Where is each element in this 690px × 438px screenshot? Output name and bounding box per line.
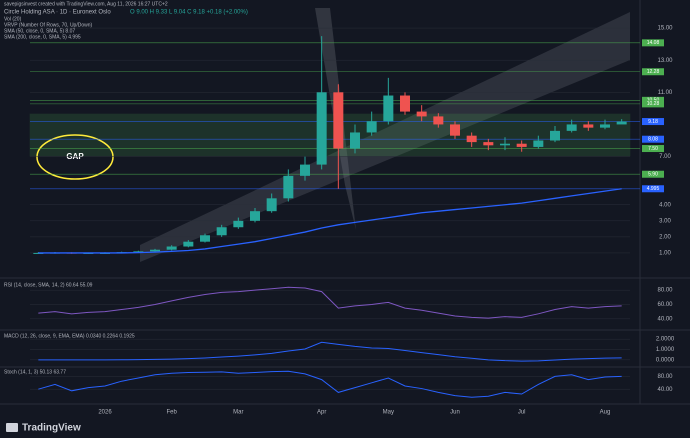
- candle-body: [350, 132, 360, 149]
- level-label: 8.08: [648, 137, 658, 143]
- channel: [140, 12, 630, 262]
- y-tick-label: 80.00: [657, 374, 673, 380]
- candle-body: [400, 95, 410, 112]
- y-tick-label: 60.00: [657, 302, 673, 308]
- level-label: 14.08: [647, 40, 660, 46]
- y-tick-label: 1.0000: [656, 347, 675, 353]
- candle-body: [500, 143, 510, 146]
- candle-body: [383, 95, 394, 122]
- x-tick-label: Feb: [166, 410, 177, 416]
- candle-body: [266, 198, 277, 212]
- candle-body: [233, 220, 244, 228]
- level-label: 7.50: [648, 146, 658, 152]
- level-label: 12.28: [647, 69, 660, 75]
- candle-body: [250, 211, 260, 221]
- candle-body: [583, 124, 594, 128]
- candle-body: [216, 227, 227, 236]
- x-tick-label: 2026: [98, 410, 112, 416]
- candle-body: [316, 92, 327, 165]
- y-tick-label: 40.00: [657, 387, 673, 393]
- candle-body: [550, 130, 560, 141]
- y-tick-label: 3.00: [659, 218, 671, 224]
- candle-body: [300, 164, 310, 176]
- level-tag: [642, 39, 664, 47]
- gap-circle: [36, 134, 114, 180]
- y-tick-label: 7.00: [659, 154, 671, 160]
- line: [38, 188, 622, 254]
- x-tick-label: Jun: [450, 410, 460, 416]
- candle-body: [283, 175, 294, 199]
- symbol: Circle Holding ASA · 1D · Euronext Oslo: [4, 10, 111, 16]
- y-tick-label: 11.00: [658, 90, 673, 96]
- candle-body: [516, 143, 527, 147]
- line: [38, 286, 622, 319]
- candle-body: [133, 251, 144, 253]
- indicator-legend: Stoch (14, 1, 3) 50.13 63.77: [4, 369, 66, 375]
- indicator: SMA (200, close, 0, SMA, 5) 4.995: [4, 34, 81, 40]
- indicator: VRVP (Number Of Rows, 70, Up/Down): [4, 22, 93, 28]
- candle-body: [566, 124, 577, 131]
- candle-body: [433, 116, 444, 125]
- candle-body: [483, 142, 494, 146]
- indicator: Vol (20): [4, 16, 22, 22]
- candle-body: [533, 140, 544, 147]
- candle-body: [600, 124, 610, 128]
- y-tick-label: 40.00: [657, 316, 673, 322]
- y-tick-label: 80.00: [657, 288, 673, 294]
- x-tick-label: May: [383, 410, 394, 416]
- y-tick-label: 1.00: [659, 251, 671, 257]
- level-label: 10.28: [647, 101, 660, 107]
- y-tick-label: 0.0000: [656, 357, 675, 363]
- brand: TradingView: [22, 423, 81, 434]
- candle-body: [166, 246, 177, 250]
- y-tick-label: 15.00: [657, 26, 673, 32]
- y-tick-label: 2.0000: [656, 337, 675, 343]
- y-tick-label: 2.00: [659, 234, 671, 240]
- ohlc: O 9.00 H 9.33 L 9.04 C 9.18 +0.18 (+2.00…: [130, 10, 248, 16]
- level-tag: [642, 145, 664, 153]
- x-tick-label: Aug: [600, 410, 611, 416]
- indicator: SMA (50, close, 0, SMA, 5) 8.07: [4, 28, 75, 34]
- level-tag: [642, 118, 664, 126]
- level-label: 9.18: [648, 119, 658, 125]
- x-tick-label: Mar: [233, 410, 243, 416]
- candle-body: [333, 92, 344, 149]
- candle-body: [366, 121, 377, 133]
- y-tick-label: 4.00: [659, 202, 671, 208]
- level-tag: [642, 170, 664, 178]
- indicator-legend: RSI (14, close, SMA, 14, 2) 60.64 55.09: [4, 282, 93, 288]
- level-tag: [642, 68, 664, 76]
- x-tick-label: Jul: [518, 410, 526, 416]
- candle-body: [416, 111, 427, 117]
- candle-body: [450, 124, 460, 136]
- level-label: 4.995: [647, 186, 660, 192]
- level-tag: [642, 135, 664, 143]
- level-label: 5.90: [648, 172, 658, 178]
- line: [38, 341, 622, 362]
- indicator-legend: MACD (12, 26, close, 9, EMA, EMA) 0.0340…: [4, 333, 135, 339]
- brand-logo: [6, 423, 18, 432]
- level-tag: [642, 96, 664, 104]
- level-tag: [642, 100, 664, 108]
- line: [38, 370, 622, 398]
- candle-body: [466, 135, 477, 143]
- y-tick-label: 13.00: [657, 58, 673, 64]
- candle-body: [616, 121, 627, 125]
- credit: savepigsinvest created with TradingView.…: [4, 1, 168, 7]
- candle-body: [150, 249, 160, 252]
- candle-body: [200, 235, 210, 242]
- x-tick-label: Apr: [317, 410, 326, 416]
- level-tag: [642, 185, 664, 193]
- candle-body: [183, 241, 194, 247]
- zone: [29, 113, 631, 157]
